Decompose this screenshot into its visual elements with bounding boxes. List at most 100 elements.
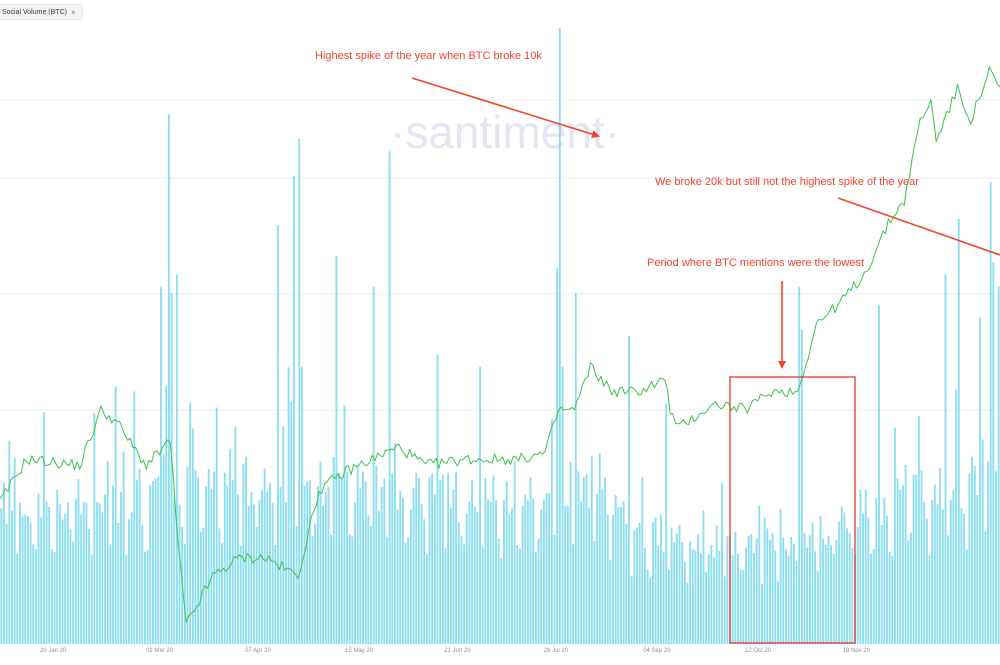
- volume-bar: [766, 528, 769, 644]
- volume-bar: [747, 535, 750, 644]
- volume-bar: [537, 538, 540, 644]
- volume-bar: [904, 465, 907, 644]
- volume-bar: [646, 569, 649, 644]
- volume-bar: [598, 453, 601, 644]
- volume-bar: [274, 545, 277, 644]
- volume-bar: [343, 405, 346, 644]
- volume-bar: [534, 552, 537, 644]
- volume-bar: [245, 456, 247, 644]
- volume-bar: [205, 486, 208, 644]
- volume-bar: [37, 493, 40, 644]
- x-tick-label: 12 Oct 20: [745, 648, 772, 654]
- volume-bar: [686, 582, 689, 644]
- volume-bar: [633, 530, 636, 644]
- volume-bar: [162, 454, 165, 644]
- volume-bar: [928, 555, 931, 644]
- volume-bar: [816, 570, 819, 644]
- volume-bar: [947, 535, 950, 644]
- x-axis: 20 Jan 20 01 Mar 20 07 Apr 20 15 May 20 21 J…: [40, 648, 871, 654]
- volume-bar: [659, 514, 662, 644]
- volume-bar: [215, 407, 218, 644]
- volume-bar: [457, 522, 460, 644]
- volume-bar: [284, 501, 287, 644]
- volume-bar: [957, 218, 960, 644]
- volume-bar: [290, 401, 293, 644]
- volume-bar: [338, 473, 341, 644]
- volume-bar: [569, 461, 572, 644]
- volume-bar: [271, 502, 274, 644]
- volume-bar: [742, 570, 745, 644]
- volume-bar: [870, 553, 872, 644]
- volume-bar: [178, 504, 181, 644]
- volume-bar: [909, 532, 912, 644]
- volume-bar: [77, 478, 80, 644]
- volume-bar: [378, 510, 380, 644]
- volume-bar: [66, 502, 69, 644]
- volume-bar: [577, 471, 580, 644]
- volume-bar: [258, 500, 261, 644]
- close-icon[interactable]: ×: [70, 7, 76, 17]
- volume-bar: [61, 519, 64, 644]
- volume-bar: [261, 490, 263, 644]
- volume-bar: [72, 541, 75, 644]
- volume-bar: [386, 536, 388, 644]
- volume-bar: [364, 481, 367, 644]
- volume-bar: [460, 536, 463, 644]
- volume-bar: [465, 513, 468, 644]
- volume-bar: [721, 483, 724, 644]
- volume-bar: [739, 570, 742, 644]
- volume-bar: [582, 477, 585, 644]
- volume-bar: [484, 477, 487, 644]
- metric-legend-chip[interactable]: Social Volume (BTC) ×: [0, 4, 83, 20]
- volume-bar: [173, 496, 176, 644]
- volume-bar: [697, 534, 700, 644]
- volume-bar: [862, 513, 864, 644]
- volume-bar: [380, 487, 383, 644]
- volume-bar: [548, 493, 551, 644]
- volume-bar: [617, 507, 620, 644]
- volume-bar: [492, 475, 495, 644]
- volume-bar: [332, 456, 335, 644]
- volume-bar: [939, 468, 942, 644]
- volume-bar: [165, 385, 168, 644]
- volume-bar: [899, 489, 902, 644]
- volume-bar: [34, 549, 37, 644]
- volume-bar: [436, 354, 439, 644]
- volume-bar: [574, 292, 577, 644]
- volume-bar: [952, 490, 955, 644]
- volume-bar: [814, 551, 817, 644]
- volume-bar: [550, 419, 553, 644]
- volume-bar: [505, 481, 508, 644]
- volume-bar: [85, 502, 88, 644]
- volume-bar: [694, 550, 697, 644]
- volume-bar: [74, 498, 77, 644]
- volume-bar: [420, 503, 423, 644]
- spike-annotation-arrow: [411, 77, 600, 139]
- volume-bar: [50, 548, 53, 644]
- volume-bar: [143, 551, 146, 644]
- volume-bar: [989, 182, 992, 644]
- volume-bar: [348, 534, 351, 644]
- volume-bar: [159, 286, 162, 644]
- volume-bar: [80, 514, 83, 644]
- volume-bar: [524, 495, 527, 644]
- volume-bar: [585, 473, 588, 644]
- volume-bar: [638, 522, 641, 644]
- volume-bar: [90, 555, 93, 644]
- volume-bar: [790, 536, 793, 644]
- volume-bar: [941, 509, 944, 644]
- volume-bar: [354, 502, 357, 644]
- volume-bar: [763, 517, 766, 644]
- volume-bar: [925, 518, 928, 644]
- volume-bar: [8, 440, 11, 644]
- volume-bar: [213, 471, 216, 644]
- volume-bar: [625, 524, 628, 644]
- volume-bar: [670, 527, 673, 644]
- volume-bar: [588, 507, 591, 644]
- volume-bar: [109, 544, 112, 644]
- volume-bar: [545, 492, 548, 644]
- volume-bar: [923, 501, 926, 644]
- volume-bar: [170, 292, 173, 644]
- volume-bar: [628, 336, 630, 644]
